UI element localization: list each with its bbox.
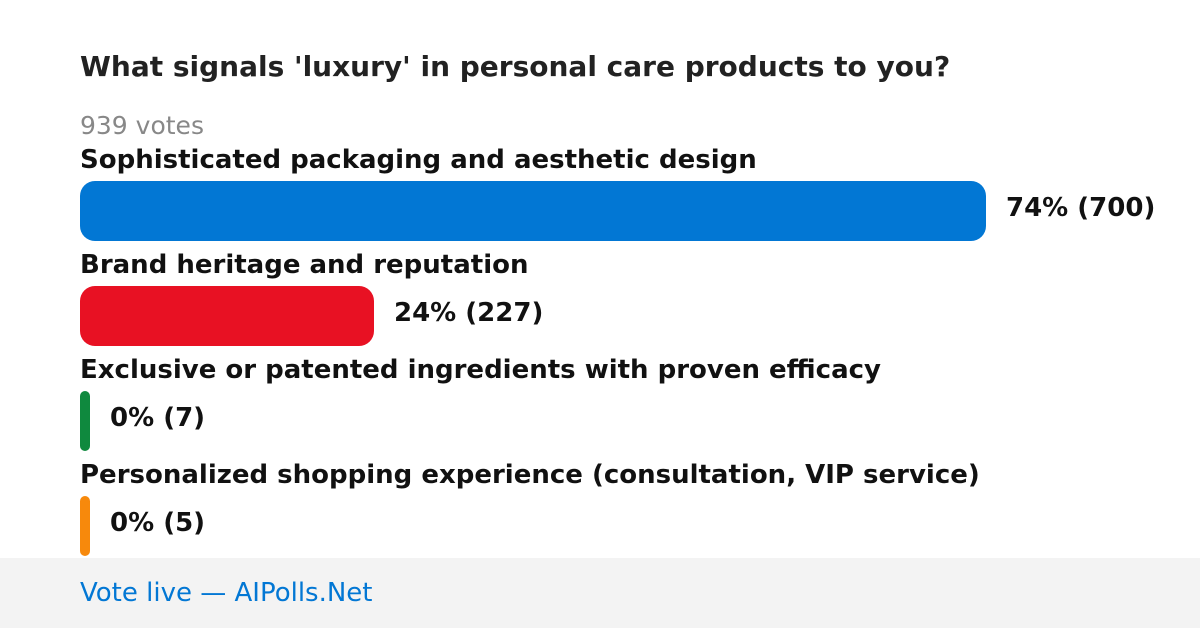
- option-value-label: 24% (227): [394, 298, 544, 328]
- vote-count: 939 votes: [80, 111, 204, 140]
- option-value-label: 0% (7): [110, 403, 206, 433]
- option-label: Exclusive or patented ingredients with p…: [80, 355, 881, 385]
- option-bar: [80, 286, 374, 346]
- option-bar: [80, 181, 986, 241]
- option-label: Brand heritage and reputation: [80, 250, 529, 280]
- vote-live-link[interactable]: Vote live — AIPolls.Net: [80, 578, 373, 608]
- footer: Vote live — AIPolls.Net: [0, 558, 1200, 628]
- option-value-label: 74% (700): [1006, 193, 1156, 223]
- poll-option: Brand heritage and reputation 24% (227): [0, 250, 1200, 355]
- poll-option: Exclusive or patented ingredients with p…: [0, 355, 1200, 460]
- poll-title: What signals 'luxury' in personal care p…: [80, 50, 951, 83]
- option-label: Sophisticated packaging and aesthetic de…: [80, 145, 757, 175]
- option-label: Personalized shopping experience (consul…: [80, 460, 980, 490]
- option-bar: [80, 496, 90, 556]
- option-value-label: 0% (5): [110, 508, 206, 538]
- poll-option: Sophisticated packaging and aesthetic de…: [0, 145, 1200, 250]
- poll-option: Personalized shopping experience (consul…: [0, 460, 1200, 565]
- option-bar: [80, 391, 90, 451]
